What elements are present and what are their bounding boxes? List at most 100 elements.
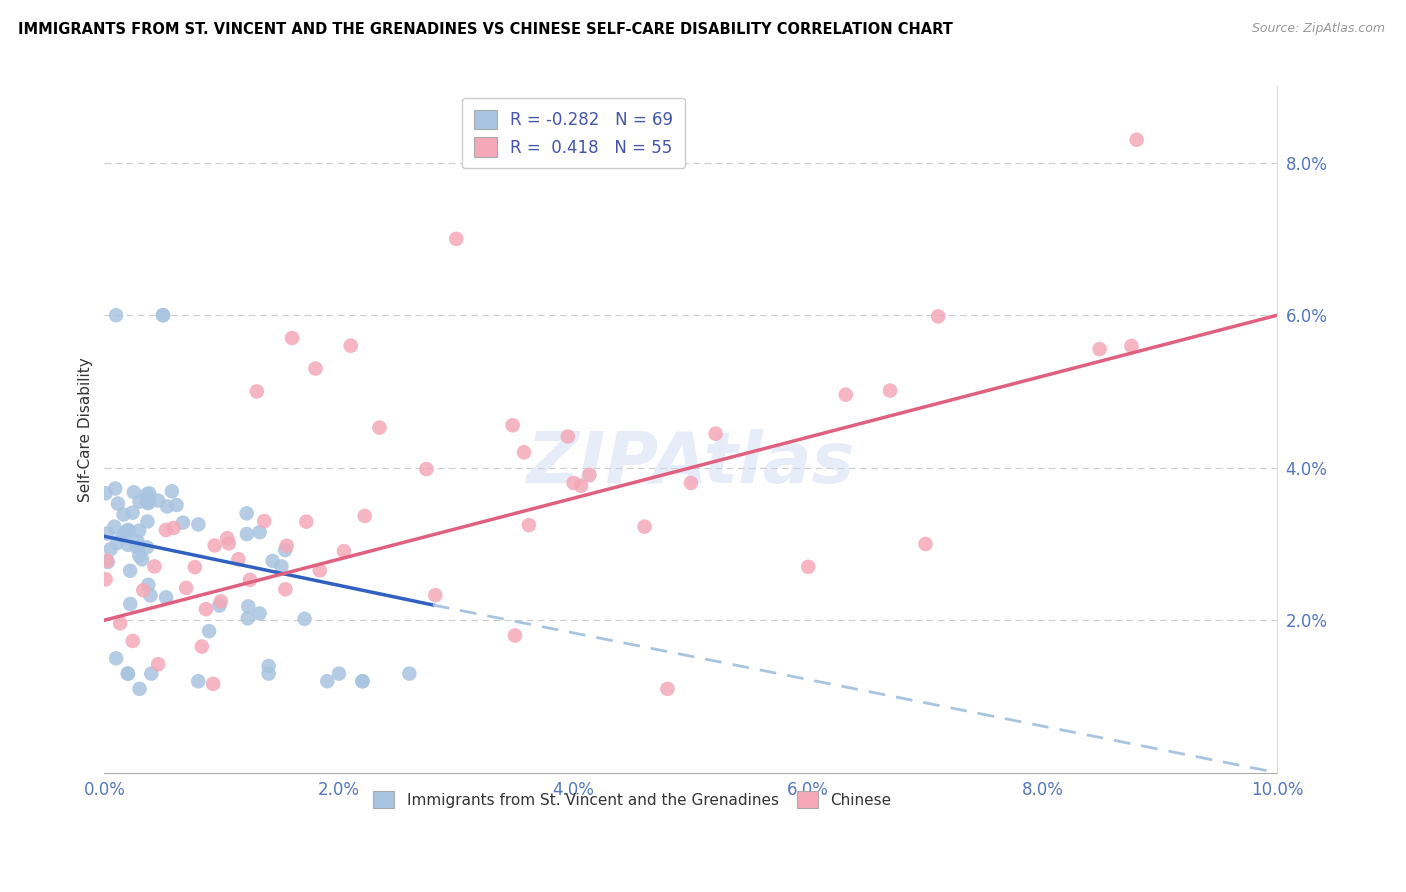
Point: [262, 554, 284, 568]
Point: [96, 526, 118, 541]
Point: [122, 485, 145, 500]
Point: [94, 572, 117, 586]
Point: [217, 531, 239, 545]
Point: [191, 640, 214, 654]
Point: [117, 538, 139, 552]
Point: [136, 494, 159, 508]
Point: [184, 560, 207, 574]
Point: [294, 612, 316, 626]
Point: [166, 498, 188, 512]
Point: [136, 515, 159, 529]
Point: [195, 602, 218, 616]
Point: [138, 494, 160, 508]
Point: [339, 339, 361, 353]
Text: Source: ZipAtlas.com: Source: ZipAtlas.com: [1251, 22, 1385, 36]
Legend: Immigrants from St. Vincent and the Grenadines, Chinese: Immigrants from St. Vincent and the Gren…: [367, 785, 897, 814]
Point: [127, 534, 149, 549]
Point: [148, 657, 170, 672]
Point: [143, 559, 166, 574]
Point: [235, 507, 257, 521]
Text: IMMIGRANTS FROM ST. VINCENT AND THE GRENADINES VS CHINESE SELF-CARE DISABILITY C: IMMIGRANTS FROM ST. VINCENT AND THE GREN…: [18, 22, 953, 37]
Point: [295, 515, 318, 529]
Point: [562, 475, 585, 490]
Point: [138, 486, 160, 500]
Point: [111, 529, 134, 543]
Point: [141, 666, 163, 681]
Point: [121, 506, 143, 520]
Point: [304, 361, 326, 376]
Point: [107, 497, 129, 511]
Point: [927, 310, 949, 324]
Point: [333, 544, 356, 558]
Point: [353, 508, 375, 523]
Point: [204, 538, 226, 552]
Point: [914, 537, 936, 551]
Point: [108, 616, 131, 631]
Point: [569, 478, 592, 492]
Point: [236, 611, 259, 625]
Point: [415, 462, 437, 476]
Point: [249, 607, 271, 621]
Point: [208, 599, 231, 613]
Point: [136, 578, 159, 592]
Point: [152, 308, 174, 322]
Point: [274, 543, 297, 558]
Point: [704, 426, 727, 441]
Point: [578, 467, 600, 482]
Point: [557, 429, 579, 443]
Point: [172, 516, 194, 530]
Point: [239, 573, 262, 587]
Point: [316, 674, 339, 689]
Point: [249, 525, 271, 540]
Point: [139, 589, 162, 603]
Point: [657, 681, 679, 696]
Point: [135, 541, 157, 555]
Point: [128, 681, 150, 696]
Point: [835, 387, 858, 401]
Point: [114, 525, 136, 540]
Point: [236, 527, 259, 541]
Point: [276, 539, 298, 553]
Point: [1125, 133, 1147, 147]
Text: ZIPAtlas: ZIPAtlas: [527, 429, 855, 499]
Point: [198, 624, 221, 639]
Point: [257, 659, 280, 673]
Point: [879, 384, 901, 398]
Point: [202, 677, 225, 691]
Point: [105, 651, 128, 665]
Point: [128, 494, 150, 508]
Point: [270, 559, 292, 574]
Point: [187, 517, 209, 532]
Point: [112, 508, 135, 522]
Point: [105, 308, 128, 322]
Y-axis label: Self-Care Disability: Self-Care Disability: [79, 357, 93, 502]
Point: [679, 475, 702, 490]
Point: [128, 549, 150, 563]
Point: [155, 591, 177, 605]
Point: [503, 628, 526, 642]
Point: [174, 581, 197, 595]
Point: [253, 514, 276, 528]
Point: [502, 418, 524, 433]
Point: [156, 500, 179, 514]
Point: [425, 588, 447, 602]
Point: [117, 666, 139, 681]
Point: [117, 523, 139, 537]
Point: [797, 559, 820, 574]
Point: [352, 674, 374, 689]
Point: [328, 666, 350, 681]
Point: [96, 554, 118, 568]
Point: [228, 552, 250, 566]
Point: [97, 555, 120, 569]
Point: [128, 524, 150, 538]
Point: [104, 482, 127, 496]
Point: [281, 331, 304, 345]
Point: [633, 519, 655, 533]
Point: [1088, 342, 1111, 356]
Point: [187, 674, 209, 689]
Point: [100, 542, 122, 557]
Point: [131, 552, 153, 566]
Point: [308, 563, 330, 577]
Point: [209, 594, 232, 608]
Point: [257, 666, 280, 681]
